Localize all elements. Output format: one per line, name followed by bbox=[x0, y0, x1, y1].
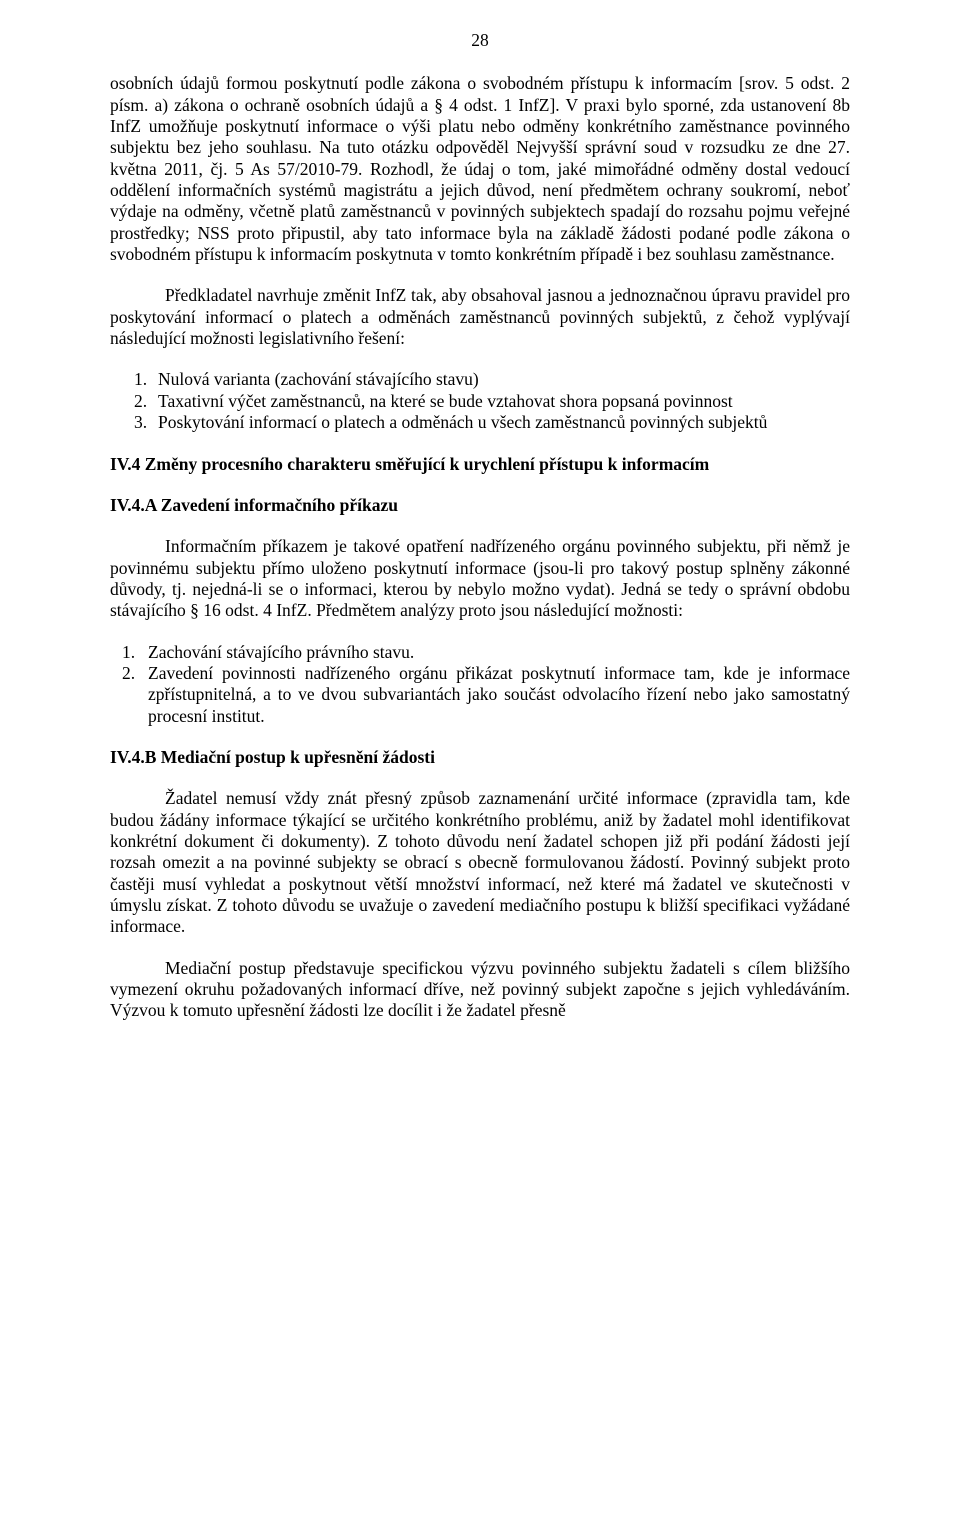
heading-iv4b: IV.4.B Mediační postup k upřesnění žádos… bbox=[110, 747, 850, 768]
paragraph-1: osobních údajů formou poskytnutí podle z… bbox=[110, 73, 850, 265]
document-page: 28 osobních údajů formou poskytnutí podl… bbox=[0, 0, 960, 1082]
numbered-list-1: 1. Nulová varianta (zachování stávajícíh… bbox=[110, 369, 850, 433]
list-item: 2. Taxativní výčet zaměstnanců, na které… bbox=[134, 391, 850, 412]
list-item-number: 1. bbox=[122, 642, 148, 663]
list-item-text: Poskytování informací o platech a odměná… bbox=[158, 412, 850, 433]
numbered-list-2: 1. Zachování stávajícího právního stavu.… bbox=[110, 642, 850, 727]
list-item-text: Taxativní výčet zaměstnanců, na které se… bbox=[158, 391, 850, 412]
list-item-number: 2. bbox=[134, 391, 158, 412]
list-item: 1. Zachování stávajícího právního stavu. bbox=[122, 642, 850, 663]
list-item-text: Nulová varianta (zachování stávajícího s… bbox=[158, 369, 850, 390]
list-item-text: Zavedení povinnosti nadřízeného orgánu p… bbox=[148, 663, 850, 727]
paragraph-4: Žadatel nemusí vždy znát přesný způsob z… bbox=[110, 788, 850, 937]
list-item-text: Zachování stávajícího právního stavu. bbox=[148, 642, 850, 663]
list-item: 3. Poskytování informací o platech a odm… bbox=[134, 412, 850, 433]
list-item: 2. Zavedení povinnosti nadřízeného orgán… bbox=[122, 663, 850, 727]
page-number: 28 bbox=[110, 30, 850, 51]
heading-iv4: IV.4 Změny procesního charakteru směřují… bbox=[110, 454, 850, 475]
list-item: 1. Nulová varianta (zachování stávajícíh… bbox=[134, 369, 850, 390]
paragraph-5: Mediační postup představuje specifickou … bbox=[110, 958, 850, 1022]
paragraph-3: Informačním příkazem je takové opatření … bbox=[110, 536, 850, 621]
list-item-number: 1. bbox=[134, 369, 158, 390]
paragraph-2: Předkladatel navrhuje změnit InfZ tak, a… bbox=[110, 285, 850, 349]
list-item-number: 2. bbox=[122, 663, 148, 727]
list-item-number: 3. bbox=[134, 412, 158, 433]
heading-iv4a: IV.4.A Zavedení informačního příkazu bbox=[110, 495, 850, 516]
